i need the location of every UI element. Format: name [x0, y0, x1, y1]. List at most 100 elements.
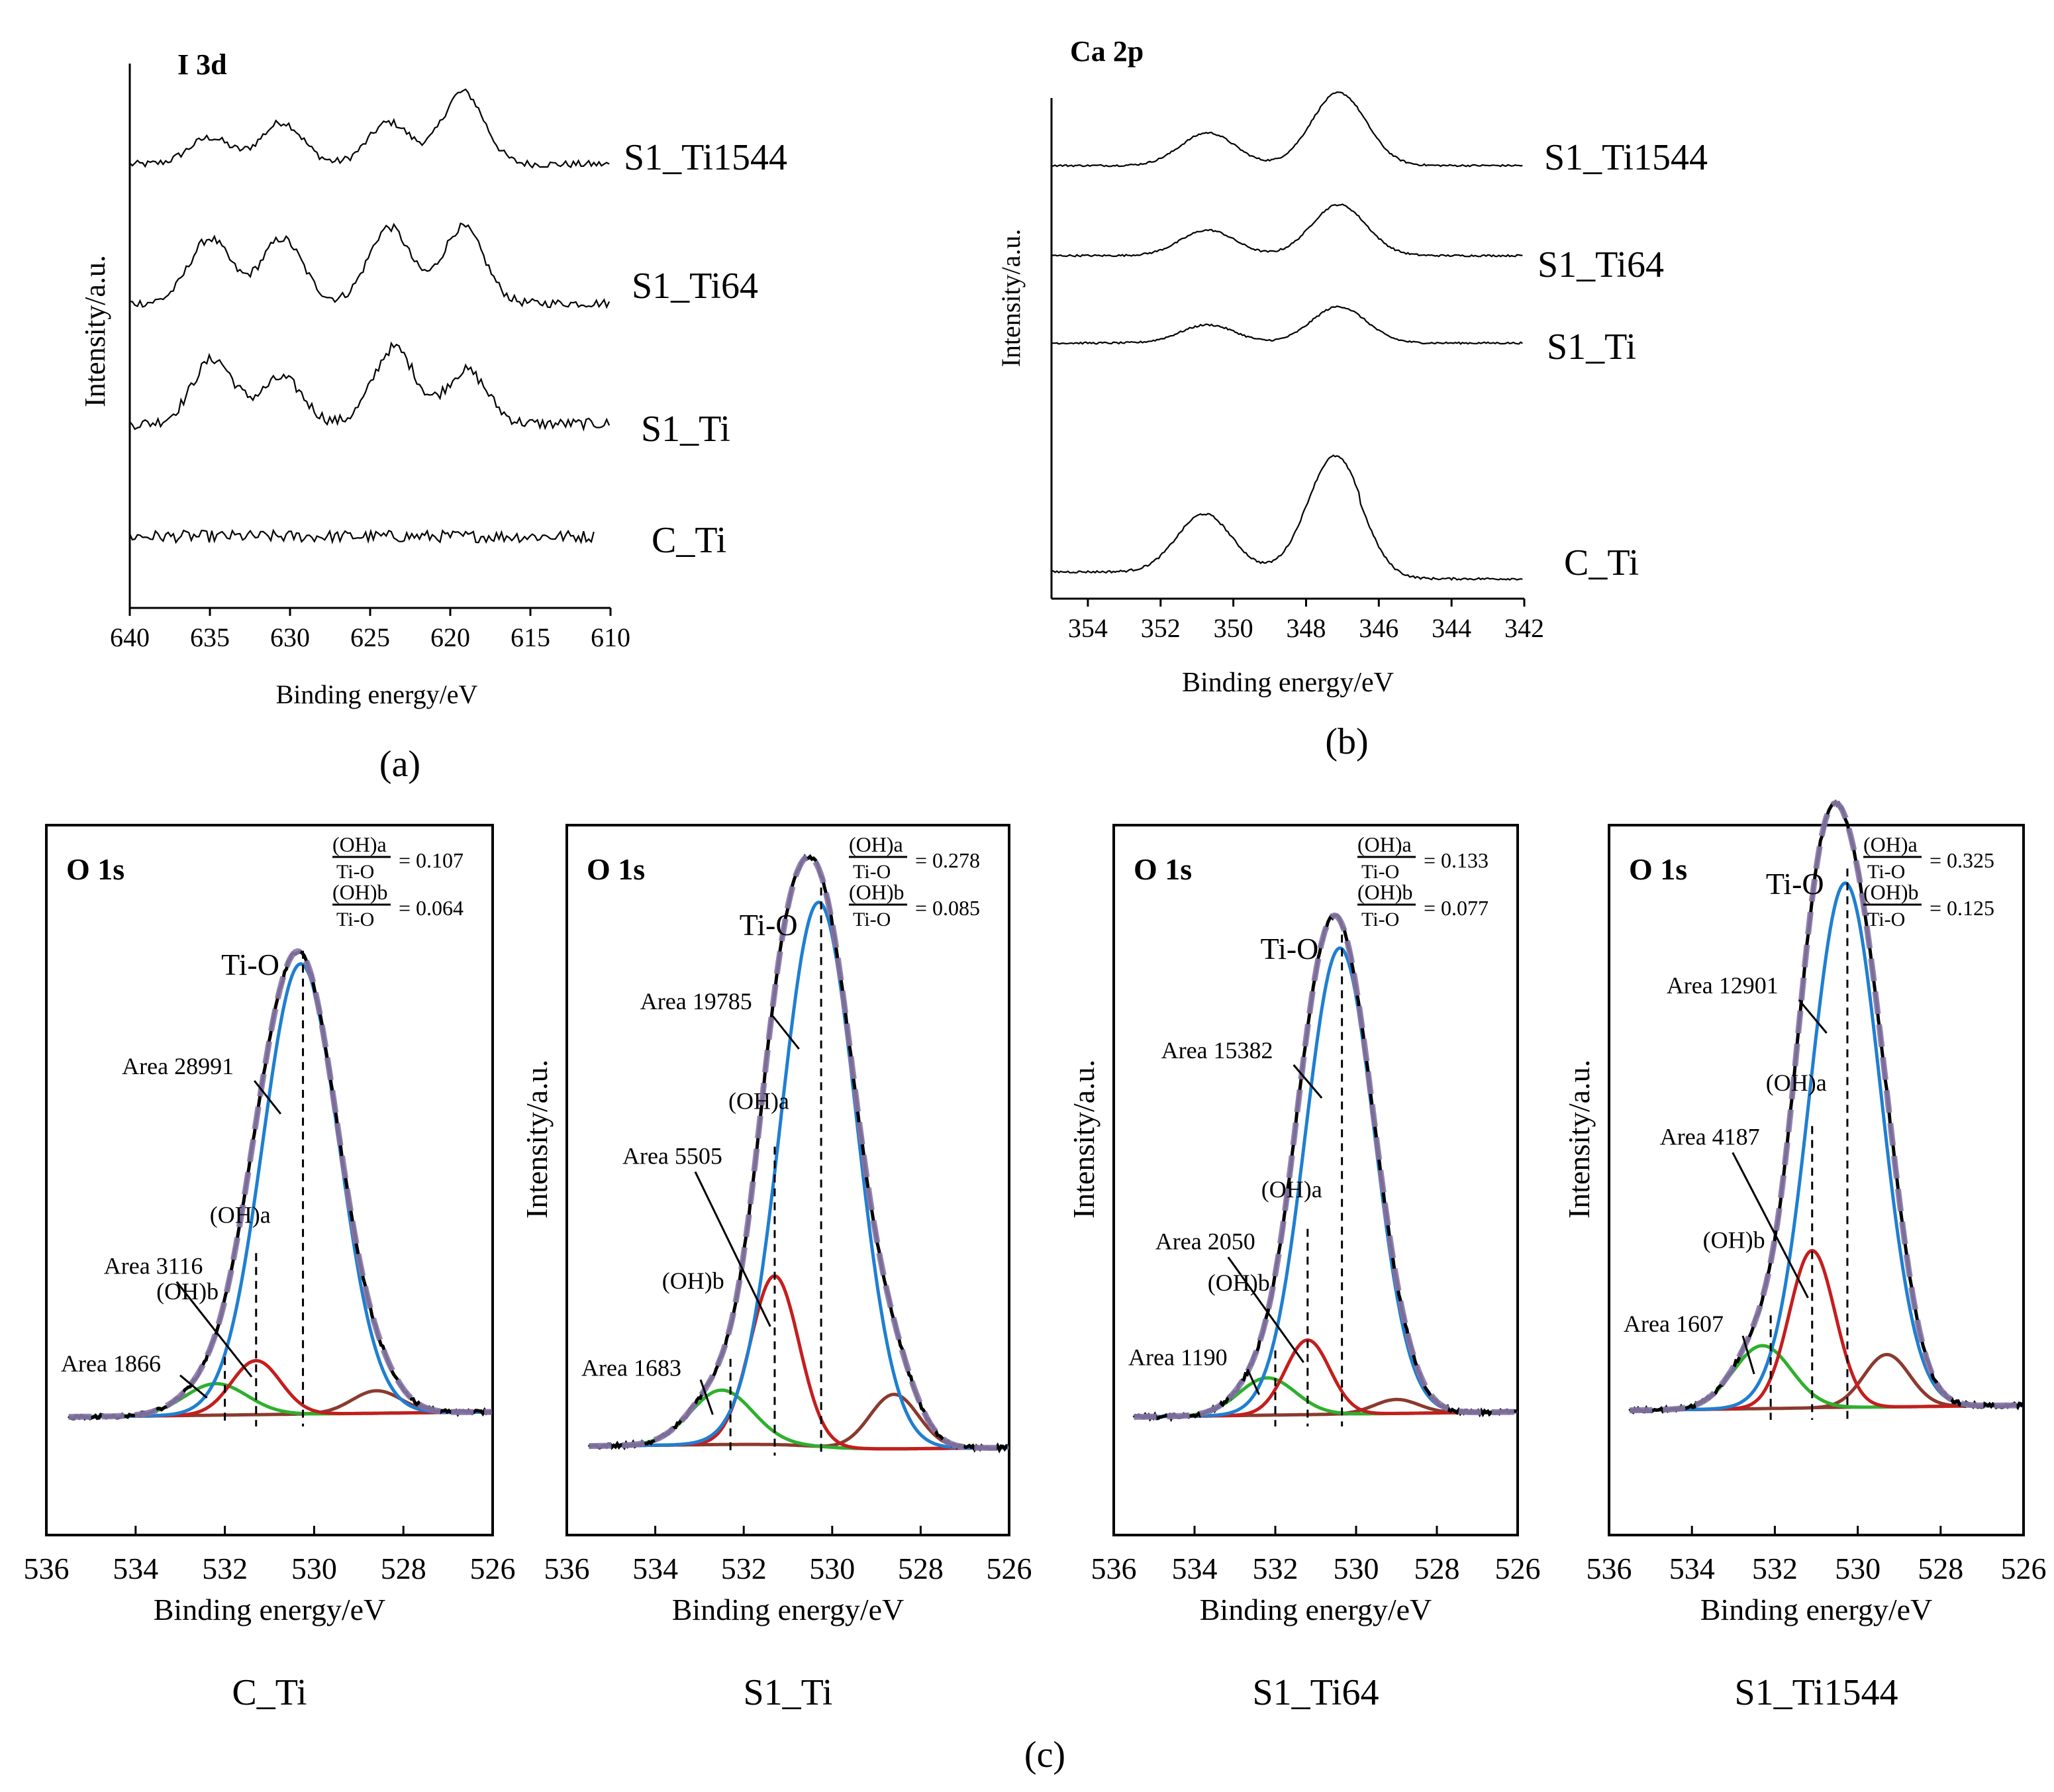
oha-label: (OH)a: [1766, 1070, 1827, 1096]
x-tick-label: 610: [591, 622, 630, 652]
series-label-s1-ti: S1_Ti: [641, 409, 730, 450]
x-tick-label: 344: [1432, 613, 1471, 643]
panel-c-o1s: (c) 536 534 532 530 528 526 Binding energy/eV C_…: [24, 799, 2047, 1775]
chart-title: O 1s: [1134, 852, 1192, 886]
x-tick-label: 532: [1253, 1552, 1298, 1585]
ratio-value-a: = 0.107: [399, 848, 464, 872]
area-label-ohb: Area 1866: [61, 1350, 161, 1377]
x-tick-label: 530: [809, 1552, 855, 1585]
x-tick-label: 625: [350, 622, 390, 652]
oha-label: (OH)a: [728, 1088, 789, 1115]
x-tick-label: 534: [632, 1552, 678, 1585]
chart-title: O 1s: [587, 852, 645, 886]
x-axis-label: Binding energy/eV: [276, 679, 478, 709]
area-label-oha: Area 2050: [1155, 1228, 1255, 1254]
ratio-value-b: = 0.077: [1424, 896, 1489, 920]
envelope-fit-line: [1630, 800, 2023, 1414]
ratio-denominator: Ti-O: [336, 909, 374, 930]
x-tick-label: 532: [1752, 1552, 1798, 1585]
plot-frame: [565, 824, 1010, 1536]
x-axis-label: Binding energy/eV: [1200, 1593, 1432, 1626]
x-tick-label: 526: [1495, 1552, 1541, 1585]
subplot-c-ti: 536 534 532 530 528 526 Binding energy/eV C_Ti O…: [24, 824, 516, 1713]
ratio-value-b: = 0.085: [915, 896, 980, 920]
ratio-denominator: Ti-O: [1867, 909, 1905, 930]
x-tick-label: 350: [1214, 613, 1253, 643]
area-label-tio: Area 19785: [640, 988, 752, 1015]
ratio-denominator: Ti-O: [336, 861, 374, 883]
chart-title: I 3d: [177, 48, 227, 81]
leader-line-ohb: [179, 1374, 208, 1399]
oha-label: (OH)a: [1261, 1176, 1322, 1203]
plot-frame: [1608, 824, 2025, 1536]
y-axis-label: Intensity/a.u.: [1067, 1060, 1100, 1219]
x-tick-label: 640: [110, 622, 150, 652]
leader-line-ohb: [699, 1379, 714, 1415]
oha-label: (OH)a: [210, 1201, 271, 1228]
leader-line-oha: [1227, 1256, 1304, 1364]
leader-line-oha: [175, 1281, 253, 1378]
area-label-tio: Area 15382: [1161, 1037, 1273, 1064]
chart-title: Ca 2p: [1070, 35, 1144, 68]
x-tick-label: 536: [1091, 1552, 1137, 1585]
x-tick-label: 534: [1172, 1552, 1218, 1585]
envelope-fit-line: [1134, 912, 1517, 1420]
leader-line-tio: [771, 1015, 800, 1050]
series-label-s1-ti64: S1_Ti64: [632, 266, 758, 307]
ratio-value-a: = 0.325: [1930, 848, 1994, 872]
ratio-denominator: Ti-O: [853, 909, 891, 930]
x-tick-label: 630: [270, 622, 310, 652]
x-axis-label: Binding energy/eV: [672, 1593, 904, 1626]
x-tick-label: 534: [1669, 1552, 1715, 1585]
x-tick-label: 530: [1334, 1552, 1379, 1585]
area-label-oha: Area 5505: [622, 1142, 722, 1169]
chart-title: O 1s: [66, 852, 124, 886]
leader-line-oha: [1732, 1152, 1809, 1299]
x-tick-label: 348: [1286, 613, 1326, 643]
plot-frame: [45, 824, 494, 1536]
ohb-label: (OH)b: [1208, 1269, 1270, 1296]
area-label-oha: Area 4187: [1660, 1123, 1760, 1150]
x-tick-label: 528: [898, 1552, 944, 1585]
ratio-numerator: (OH)b: [1863, 880, 1919, 904]
area-label-oha: Area 3116: [104, 1253, 203, 1279]
tio-label: Ti-O: [1766, 867, 1824, 901]
series-line-s1-ti1544: [1051, 91, 1523, 168]
sample-name: S1_Ti1544: [1735, 1672, 1898, 1713]
subplot-s1-ti1544: 536 534 532 530 528 526 Binding energy/eV S1_Ti…: [1562, 799, 2047, 1713]
ratio-denominator: Ti-O: [1867, 861, 1905, 883]
panel-letter: (a): [379, 744, 420, 785]
x-tick-label: 532: [721, 1552, 767, 1585]
panel-b-ca2p: 354 352 350 348 346 344 342 Binding energy/eV In…: [996, 35, 1708, 762]
leader-line-ohb: [1741, 1335, 1755, 1375]
subplot-s1-ti: 536 534 532 530 528 526 Binding energy/eV S1_Ti…: [520, 824, 1032, 1713]
x-tick-label: 526: [987, 1552, 1032, 1585]
ohb-label: (OH)b: [662, 1268, 724, 1294]
series-label-s1-ti1544: S1_Ti1544: [1544, 137, 1708, 178]
x-tick-label: 532: [202, 1552, 248, 1585]
ratio-numerator: (OH)a: [332, 832, 387, 856]
leader-line-tio: [1293, 1064, 1323, 1099]
ratio-numerator: (OH)b: [1357, 880, 1413, 904]
x-tick-label: 354: [1068, 613, 1108, 643]
area-label-ohb: Area 1607: [1624, 1311, 1724, 1337]
ratio-denominator: Ti-O: [1361, 909, 1399, 930]
ratio-value-b: = 0.064: [399, 896, 464, 920]
component-tio: [589, 900, 1008, 1450]
ratio-value-b: = 0.125: [1930, 896, 1994, 920]
x-axis-label: Binding energy/eV: [154, 1593, 385, 1626]
series-label-c-ti: C_Ti: [652, 520, 726, 561]
area-label-tio: Area 28991: [122, 1053, 234, 1079]
x-tick-label: 528: [381, 1552, 426, 1585]
leader-line-tio: [254, 1080, 282, 1115]
x-axis-label: Binding energy/eV: [1182, 668, 1394, 698]
plot-frame: [1112, 824, 1519, 1536]
component-ohb: [1630, 1344, 2023, 1413]
area-label-ohb: Area 1190: [1128, 1344, 1228, 1371]
sample-name: S1_Ti64: [1253, 1672, 1379, 1713]
series-line-s1-ti1544: [129, 88, 610, 169]
x-tick-label: 615: [511, 622, 550, 652]
area-label-ohb: Area 1683: [581, 1354, 681, 1381]
x-tick-label: 635: [190, 622, 230, 652]
ratio-numerator: (OH)b: [332, 880, 388, 904]
